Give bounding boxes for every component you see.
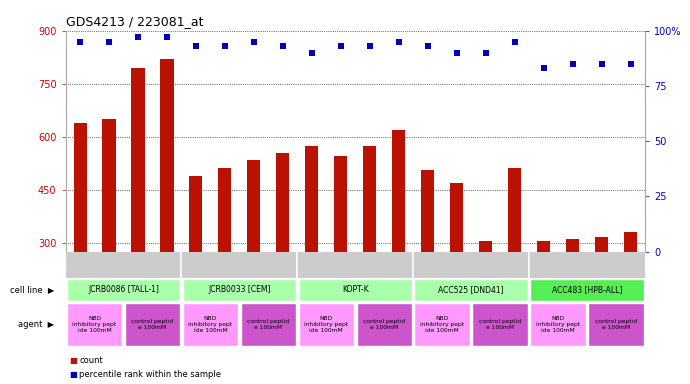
- Point: [596, 61, 607, 67]
- Bar: [306, 146, 318, 252]
- Text: ■: ■: [69, 356, 77, 365]
- Point: [277, 43, 288, 49]
- Point: [335, 43, 346, 49]
- Text: control peptid
e 100mM: control peptid e 100mM: [131, 319, 174, 330]
- Text: NBD
inhibitory pept
ide 100mM: NBD inhibitory pept ide 100mM: [304, 316, 348, 333]
- Point: [422, 43, 433, 49]
- Bar: [473, 303, 528, 346]
- Point: [509, 39, 520, 45]
- Point: [219, 43, 230, 49]
- Text: percentile rank within the sample: percentile rank within the sample: [79, 370, 221, 379]
- Point: [393, 39, 404, 45]
- Bar: [335, 156, 347, 252]
- Point: [104, 39, 115, 45]
- Text: control peptid
e 100mM: control peptid e 100mM: [363, 319, 406, 330]
- Text: KOPT-K: KOPT-K: [342, 285, 368, 295]
- Bar: [624, 232, 637, 252]
- Point: [625, 61, 636, 67]
- Point: [538, 65, 549, 71]
- Bar: [190, 175, 202, 252]
- Bar: [248, 160, 260, 252]
- Bar: [531, 279, 644, 301]
- Bar: [509, 169, 521, 252]
- Bar: [480, 241, 492, 252]
- Text: NBD
inhibitory pept
ide 100mM: NBD inhibitory pept ide 100mM: [536, 316, 580, 333]
- Bar: [415, 279, 528, 301]
- Bar: [299, 303, 354, 346]
- Bar: [103, 119, 115, 252]
- Bar: [393, 130, 405, 252]
- Text: NBD
inhibitory pept
ide 100mM: NBD inhibitory pept ide 100mM: [72, 316, 117, 333]
- Bar: [451, 183, 463, 252]
- Point: [364, 43, 375, 49]
- Point: [161, 34, 172, 40]
- Bar: [161, 59, 173, 252]
- Text: JCRB0086 [TALL-1]: JCRB0086 [TALL-1]: [88, 285, 159, 295]
- Text: ACC483 [HPB-ALL]: ACC483 [HPB-ALL]: [552, 285, 622, 295]
- Bar: [415, 303, 470, 346]
- Point: [132, 34, 144, 40]
- Text: JCRB0033 [CEM]: JCRB0033 [CEM]: [208, 285, 270, 295]
- Point: [567, 61, 578, 67]
- Text: control peptid
e 100mM: control peptid e 100mM: [479, 319, 522, 330]
- Text: NBD
inhibitory pept
ide 100mM: NBD inhibitory pept ide 100mM: [420, 316, 464, 333]
- Text: GDS4213 / 223081_at: GDS4213 / 223081_at: [66, 15, 203, 28]
- Bar: [183, 279, 296, 301]
- Point: [306, 50, 317, 56]
- Point: [451, 50, 462, 56]
- Bar: [364, 146, 376, 252]
- Text: NBD
inhibitory pept
ide 100mM: NBD inhibitory pept ide 100mM: [188, 316, 233, 333]
- Bar: [566, 239, 579, 252]
- Bar: [299, 279, 412, 301]
- Text: control peptid
e 100mM: control peptid e 100mM: [247, 319, 290, 330]
- Point: [75, 39, 86, 45]
- Bar: [219, 169, 231, 252]
- Text: ACC525 [DND41]: ACC525 [DND41]: [438, 285, 504, 295]
- Bar: [241, 303, 296, 346]
- Bar: [132, 68, 144, 252]
- Bar: [589, 303, 644, 346]
- Point: [248, 39, 259, 45]
- Bar: [422, 170, 434, 252]
- Text: ■: ■: [69, 370, 77, 379]
- Bar: [277, 152, 289, 252]
- Bar: [125, 303, 180, 346]
- Bar: [538, 241, 550, 252]
- Bar: [531, 303, 586, 346]
- Point: [190, 43, 201, 49]
- Bar: [67, 279, 180, 301]
- Text: control peptid
e 100mM: control peptid e 100mM: [595, 319, 638, 330]
- Bar: [74, 122, 86, 252]
- Bar: [595, 237, 608, 252]
- Text: count: count: [79, 356, 103, 365]
- Bar: [357, 303, 412, 346]
- Point: [480, 50, 491, 56]
- Text: agent  ▶: agent ▶: [18, 320, 54, 329]
- Text: cell line  ▶: cell line ▶: [10, 285, 54, 295]
- Bar: [67, 303, 122, 346]
- Bar: [183, 303, 238, 346]
